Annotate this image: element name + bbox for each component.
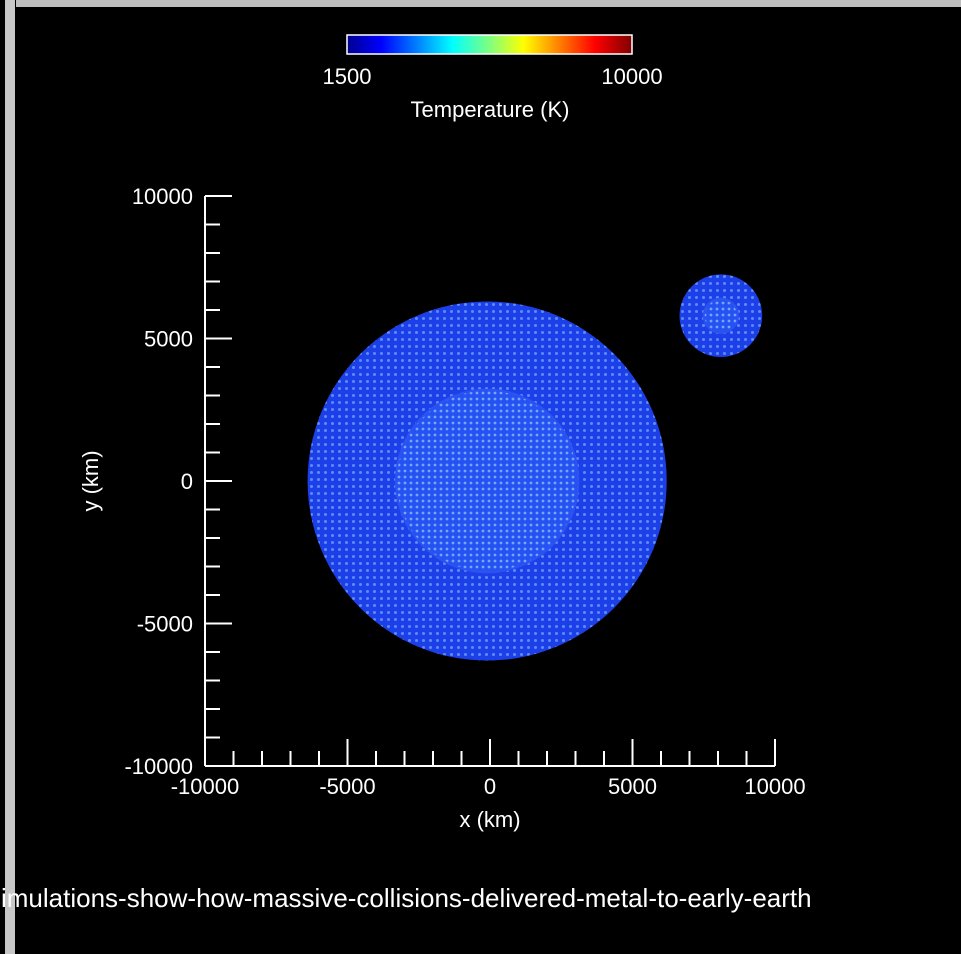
- y-tick-label: 0: [181, 469, 193, 494]
- body-1-core: [394, 388, 580, 574]
- colorbar-min-label: 1500: [323, 64, 372, 89]
- y-tick-label: -5000: [137, 612, 193, 637]
- colorbar-gradient: [346, 34, 633, 55]
- body-2-core: [702, 297, 739, 334]
- x-tick-label: 10000: [744, 774, 805, 799]
- x-tick-label: 5000: [608, 774, 657, 799]
- caption-text: simulations-show-how-massive-collisions-…: [0, 883, 812, 913]
- axes: -10000 -5000 0 5000 10000 -10000 -5000 0 5000 100…: [124, 184, 805, 799]
- x-tick-label: -5000: [319, 774, 375, 799]
- window-left-border: [0, 0, 16, 954]
- colorbar: 1500 10000 Temperature (K): [323, 34, 663, 122]
- temperature-plot: 1500 10000 Temperature (K) -10000 -5000 0 5…: [78, 34, 806, 832]
- y-tick-label: -10000: [124, 754, 193, 779]
- x-axis-label: x (km): [459, 807, 520, 832]
- bodies-layer: [307, 274, 763, 661]
- colorbar-max-label: 10000: [601, 64, 662, 89]
- page-caption: simulations-show-how-massive-collisions-…: [0, 878, 961, 918]
- x-tick-label: -10000: [171, 774, 240, 799]
- y-tick-label: 10000: [132, 184, 193, 209]
- y-tick-label: 5000: [144, 327, 193, 352]
- colorbar-title: Temperature (K): [411, 97, 570, 122]
- window-top-border: [0, 0, 961, 7]
- y-axis-label: y (km): [78, 450, 103, 511]
- x-tick-label: 0: [484, 774, 496, 799]
